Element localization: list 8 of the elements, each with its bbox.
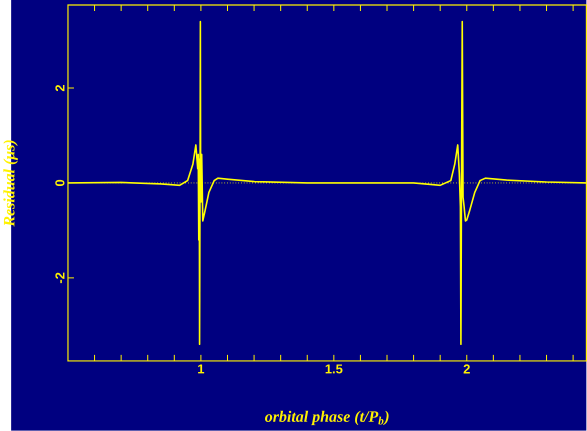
- x-axis-title: orbital phase (t/P$_{b}$): [265, 410, 389, 426]
- y-tick-label: -2: [55, 272, 64, 284]
- x-tick-label: 1.5: [326, 364, 342, 374]
- y-tick-label: 2: [55, 85, 64, 92]
- y-tick-label: 0: [55, 180, 64, 186]
- x-tick-label: 1: [198, 364, 204, 374]
- y-axis-title: Residual (μs): [3, 140, 18, 227]
- x-tick-label: 2: [464, 364, 470, 374]
